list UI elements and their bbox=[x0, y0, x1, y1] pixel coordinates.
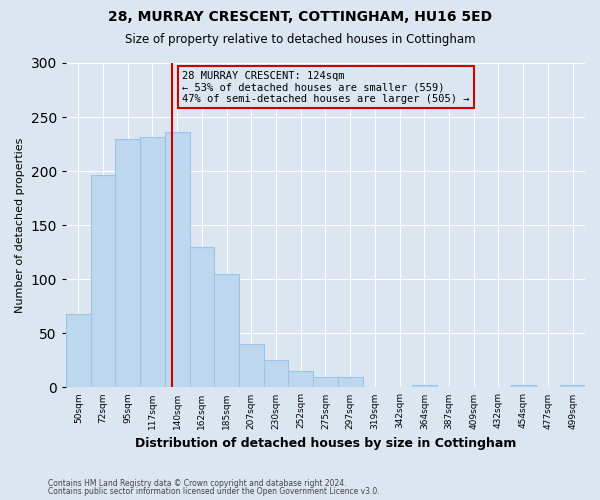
Bar bbox=[115, 138, 140, 388]
Bar bbox=[214, 274, 239, 388]
Y-axis label: Number of detached properties: Number of detached properties bbox=[15, 138, 25, 313]
Text: 28, MURRAY CRESCENT, COTTINGHAM, HU16 5ED: 28, MURRAY CRESCENT, COTTINGHAM, HU16 5E… bbox=[108, 10, 492, 24]
Bar bbox=[190, 247, 214, 388]
Bar bbox=[313, 376, 338, 388]
Text: Contains HM Land Registry data © Crown copyright and database right 2024.: Contains HM Land Registry data © Crown c… bbox=[48, 478, 347, 488]
Bar bbox=[66, 314, 91, 388]
Bar bbox=[263, 360, 289, 388]
Bar bbox=[338, 376, 362, 388]
Bar bbox=[412, 386, 437, 388]
Bar bbox=[165, 132, 190, 388]
Text: 28 MURRAY CRESCENT: 124sqm
← 53% of detached houses are smaller (559)
47% of sem: 28 MURRAY CRESCENT: 124sqm ← 53% of deta… bbox=[182, 70, 470, 104]
Text: Contains public sector information licensed under the Open Government Licence v3: Contains public sector information licen… bbox=[48, 487, 380, 496]
Bar bbox=[289, 371, 313, 388]
Bar bbox=[239, 344, 263, 388]
Text: Size of property relative to detached houses in Cottingham: Size of property relative to detached ho… bbox=[125, 32, 475, 46]
Bar bbox=[140, 136, 165, 388]
Bar bbox=[560, 386, 585, 388]
Bar bbox=[91, 176, 115, 388]
Bar bbox=[511, 386, 536, 388]
X-axis label: Distribution of detached houses by size in Cottingham: Distribution of detached houses by size … bbox=[135, 437, 516, 450]
